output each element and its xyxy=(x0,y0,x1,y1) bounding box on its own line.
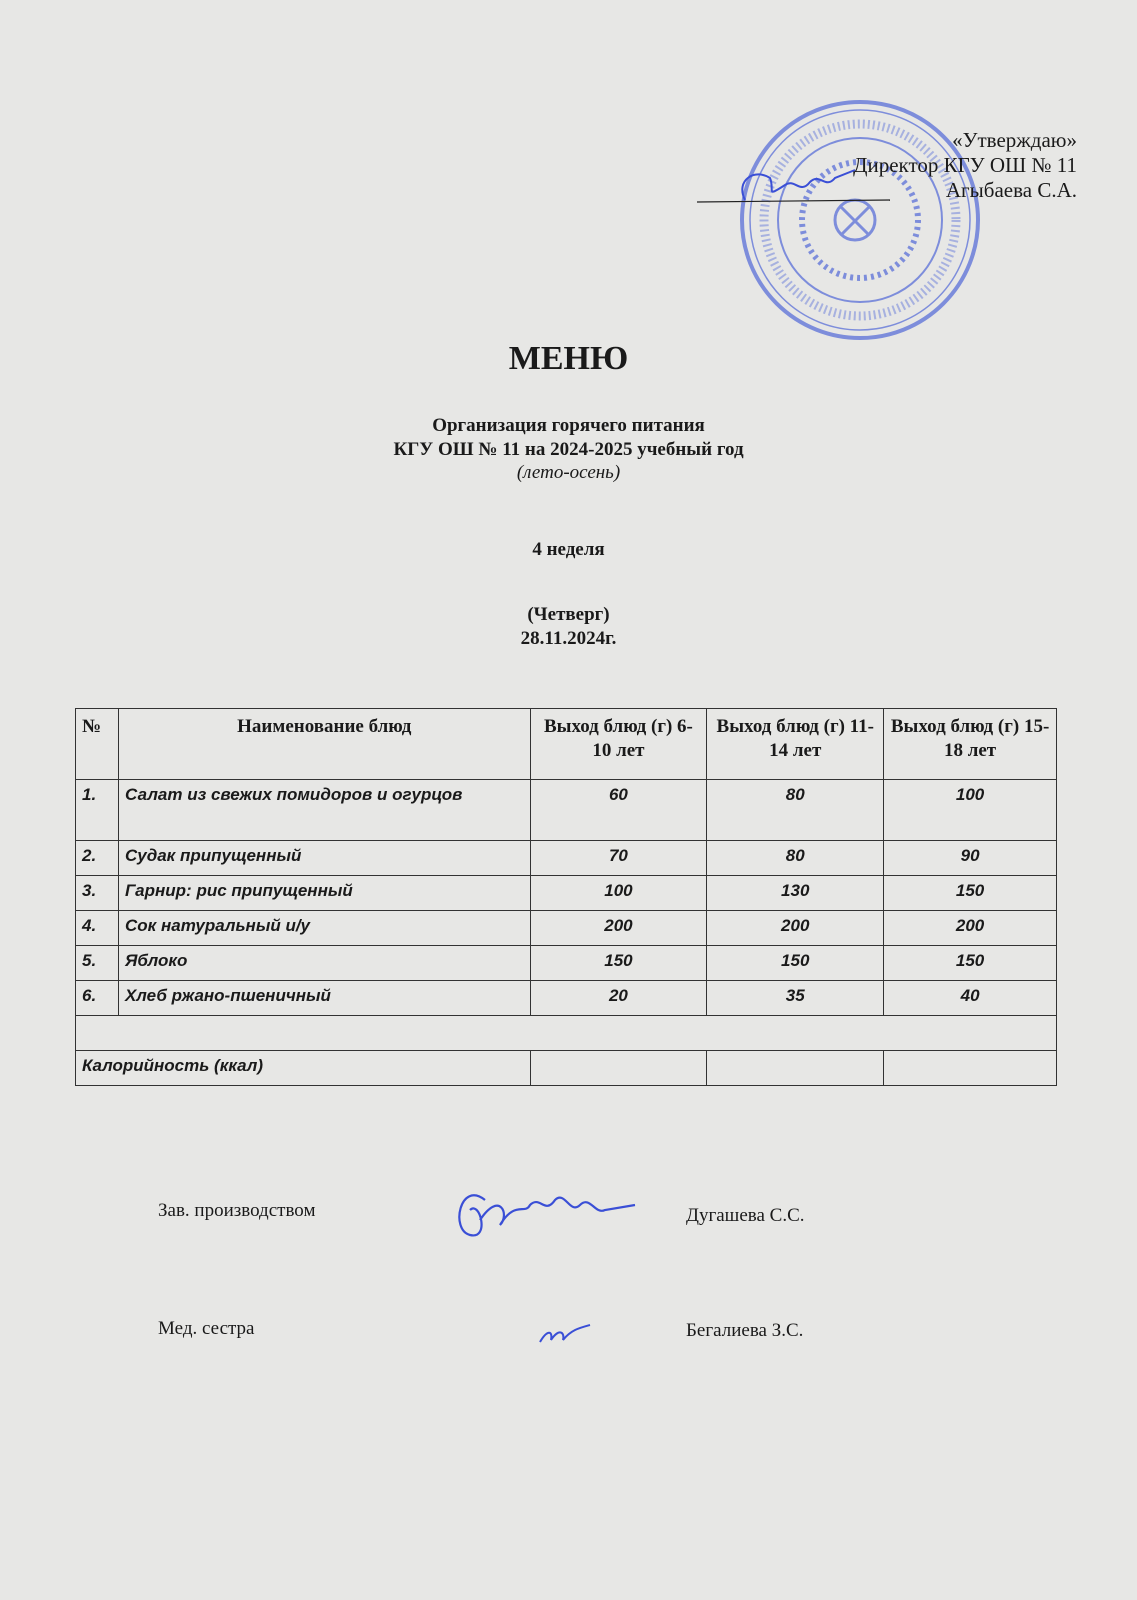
week: 4 неделя xyxy=(532,539,605,560)
subtitle-1: Организация горячего питания xyxy=(432,415,705,436)
signature-role: Зав. производством xyxy=(158,1200,316,1221)
dish-name: Гарнир: рис припущенный xyxy=(117,875,531,911)
row-number: 5. xyxy=(75,945,119,981)
empty-row xyxy=(75,1015,1057,1051)
portion-11-14: 80 xyxy=(706,840,885,876)
row-number: 4. xyxy=(75,910,119,946)
portion-11-14: 130 xyxy=(706,875,885,911)
portion-11-14: 150 xyxy=(706,945,885,981)
table-row: 6. Хлеб ржано-пшеничный 20 35 40 xyxy=(75,980,1057,1016)
day: (Четверг) xyxy=(527,604,610,625)
dish-name: Салат из свежих помидоров и огурцов xyxy=(117,779,531,841)
approval-position: Директор КГУ ОШ № 11 xyxy=(853,153,1077,177)
portion-6-10: 200 xyxy=(529,910,708,946)
approval-block: «Утверждаю» Директор КГУ ОШ № 11 Агыбаев… xyxy=(853,128,1077,203)
portion-11-14: 35 xyxy=(706,980,885,1016)
portion-15-18: 150 xyxy=(883,875,1057,911)
calories-15-18 xyxy=(883,1050,1057,1086)
row-number: 1. xyxy=(75,779,119,841)
portion-6-10: 20 xyxy=(529,980,708,1016)
dish-name: Сок натуральный и/у xyxy=(117,910,531,946)
col-dish: Наименование блюд xyxy=(117,708,531,780)
portion-15-18: 40 xyxy=(883,980,1057,1016)
table-row: 2. Судак припущенный 70 80 90 xyxy=(75,840,1057,876)
portion-15-18: 200 xyxy=(883,910,1057,946)
row-number: 3. xyxy=(75,875,119,911)
dish-name: Хлеб ржано-пшеничный xyxy=(117,980,531,1016)
table-row: 4. Сок натуральный и/у 200 200 200 xyxy=(75,910,1057,946)
table-row: 3. Гарнир: рис припущенный 100 130 150 xyxy=(75,875,1057,911)
portion-11-14: 80 xyxy=(706,779,885,841)
approval-name: Агыбаева С.А. xyxy=(945,178,1077,202)
portion-15-18: 150 xyxy=(883,945,1057,981)
table-row: 5. Яблоко 150 150 150 xyxy=(75,945,1057,981)
portion-6-10: 60 xyxy=(529,779,708,841)
director-signature xyxy=(696,169,891,203)
row-number: 6. xyxy=(75,980,119,1016)
date: 28.11.2024г. xyxy=(520,628,617,649)
portion-6-10: 70 xyxy=(529,840,708,876)
col-number: № xyxy=(75,708,119,780)
calories-11-14 xyxy=(706,1050,885,1086)
calories-label: Калорийность (ккал) xyxy=(75,1050,531,1086)
portion-15-18: 100 xyxy=(883,779,1057,841)
season: (лето-осень) xyxy=(516,462,621,483)
signature-role: Мед. сестра xyxy=(158,1318,255,1339)
portion-6-10: 100 xyxy=(529,875,708,911)
production-manager-signature xyxy=(458,1194,636,1237)
table-header: № Наименование блюд Выход блюд (г) 6-10 … xyxy=(75,708,1057,780)
dish-name: Яблоко xyxy=(117,945,531,981)
page-title: МЕНЮ xyxy=(508,340,629,377)
portion-15-18: 90 xyxy=(883,840,1057,876)
col-11-14: Выход блюд (г) 11-14 лет xyxy=(706,708,885,780)
calories-6-10 xyxy=(529,1050,708,1086)
portion-6-10: 150 xyxy=(529,945,708,981)
signature-name: Дугашева С.С. xyxy=(686,1205,805,1226)
portion-11-14: 200 xyxy=(706,910,885,946)
menu-table: № Наименование блюд Выход блюд (г) 6-10 … xyxy=(75,708,1057,1086)
col-15-18: Выход блюд (г) 15-18 лет xyxy=(883,708,1057,780)
nurse-signature xyxy=(539,1324,591,1343)
signature-name: Бегалиева З.С. xyxy=(686,1320,804,1341)
calories-row: Калорийность (ккал) xyxy=(75,1050,1057,1086)
col-6-10: Выход блюд (г) 6-10 лет xyxy=(529,708,708,780)
dish-name: Судак припущенный xyxy=(117,840,531,876)
subtitle-2: КГУ ОШ № 11 на 2024-2025 учебный год xyxy=(393,439,744,460)
row-number: 2. xyxy=(75,840,119,876)
table-row: 1. Салат из свежих помидоров и огурцов 6… xyxy=(75,779,1057,841)
approval-line: «Утверждаю» xyxy=(952,128,1077,152)
